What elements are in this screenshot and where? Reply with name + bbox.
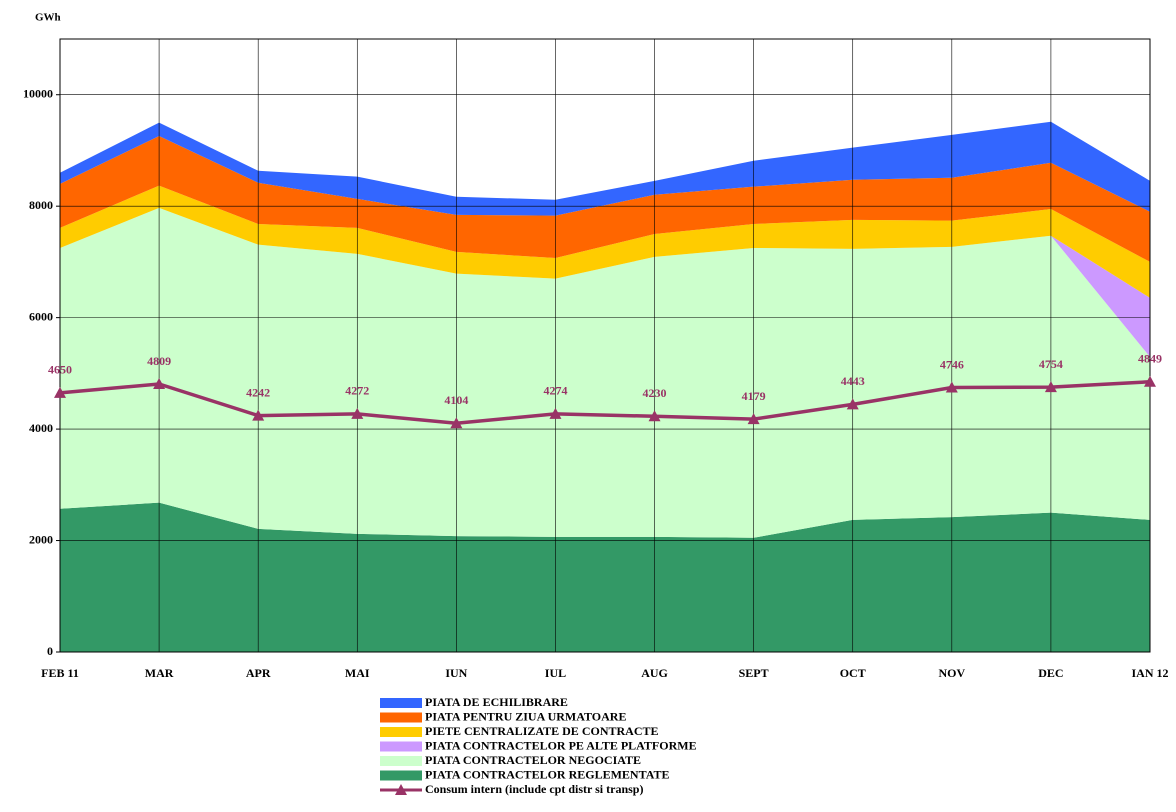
data-label: 4272 — [345, 384, 369, 398]
y-tick-label: 0 — [47, 644, 53, 658]
y-tick-label: 6000 — [29, 309, 53, 323]
x-tick-label: FEB 11 — [41, 666, 79, 680]
x-tick-label: MAI — [345, 666, 370, 680]
data-label: 4179 — [742, 389, 766, 403]
marker — [549, 407, 562, 419]
data-label: 4443 — [841, 374, 865, 388]
area — [60, 207, 1150, 538]
data-label: 4230 — [643, 386, 667, 400]
area — [60, 121, 1150, 216]
x-tick-label: DEC — [1038, 666, 1063, 680]
x-tick-label: MAR — [145, 666, 174, 680]
marker — [846, 398, 859, 410]
marker — [450, 417, 463, 429]
legend-label: PIATA DE ECHILIBRARE — [425, 695, 568, 709]
x-tick-label: IUN — [445, 666, 467, 680]
area — [60, 135, 1150, 262]
data-label: 4809 — [147, 354, 171, 368]
legend-label: PIETE CENTRALIZATE DE CONTRACTE — [425, 724, 659, 738]
plot-border — [59, 38, 1151, 653]
x-tick-label: NOV — [938, 666, 965, 680]
legend-label: PIATA PENTRU ZIUA URMATOARE — [425, 709, 626, 723]
area — [60, 185, 1150, 298]
legend-swatch — [380, 756, 422, 766]
legend-swatch — [380, 698, 422, 708]
marker — [1144, 375, 1156, 387]
marker — [351, 407, 364, 419]
y-tick-label: 4000 — [29, 421, 53, 435]
marker — [153, 378, 166, 390]
marker — [1044, 381, 1057, 393]
data-label: 4242 — [246, 385, 270, 399]
x-tick-label: IUL — [545, 666, 566, 680]
y-tick-label: 2000 — [29, 532, 53, 546]
marker — [252, 409, 265, 421]
x-tick-label: OCT — [840, 666, 866, 680]
legend-swatch — [380, 712, 422, 723]
legend-label: PIATA CONTRACTELOR PE ALTE PLATFORME — [425, 738, 697, 752]
legend-swatch — [380, 727, 422, 737]
x-tick-label: IAN 12 — [1131, 666, 1168, 680]
data-label: 4849 — [1138, 352, 1162, 366]
legend-label: PIATA CONTRACTELOR REGLEMENTATE — [425, 767, 669, 781]
marker — [945, 381, 958, 393]
legend-swatch — [380, 770, 422, 781]
legend-marker — [395, 784, 407, 795]
legend-label: Consum intern (include cpt distr si tran… — [425, 782, 643, 796]
area — [60, 502, 1150, 652]
data-label: 4754 — [1039, 357, 1063, 371]
data-label: 4746 — [940, 357, 964, 371]
legend-label: PIATA CONTRACTELOR NEGOCIATE — [425, 753, 641, 767]
y-tick-label: 10000 — [23, 86, 53, 100]
y-tick-label: 8000 — [29, 198, 53, 212]
line — [59, 380, 1151, 426]
marker — [54, 386, 66, 398]
x-tick-label: APR — [246, 666, 271, 680]
legend-swatch — [380, 741, 422, 752]
data-label: 4650 — [48, 363, 72, 377]
marker — [747, 413, 760, 425]
y-axis-label: GWh — [35, 12, 61, 24]
x-tick-label: SEPT — [739, 666, 769, 680]
data-label: 4104 — [444, 393, 468, 407]
x-tick-label: AUG — [641, 666, 668, 680]
marker — [648, 410, 661, 422]
data-label: 4274 — [543, 384, 567, 398]
